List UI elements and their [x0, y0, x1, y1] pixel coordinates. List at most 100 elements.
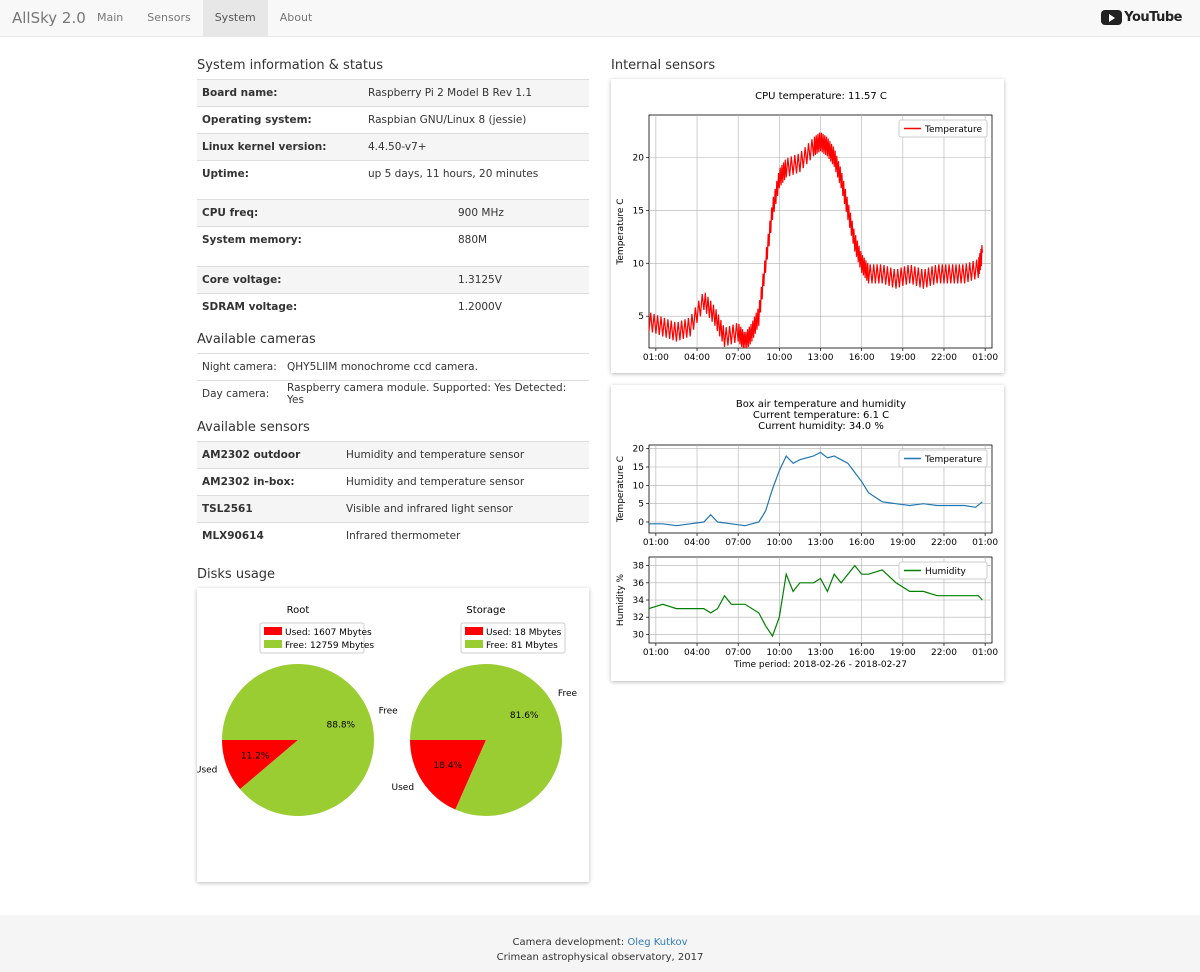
pie-slice-label: Used — [392, 783, 415, 793]
y-tick-label: 5 — [638, 312, 644, 322]
cpu-table: CPU freq: 900 MHz System memory: 880M — [197, 199, 589, 253]
legend-label: Temperature — [924, 125, 982, 135]
x-tick-label: 22:00 — [931, 353, 957, 363]
cpu-freq-value: 900 MHz — [453, 199, 589, 227]
x-tick-label: 04:00 — [684, 648, 710, 658]
x-tick-label: 16:00 — [849, 538, 875, 548]
y-tick-label: 15 — [633, 206, 644, 216]
x-tick-label: 19:00 — [890, 353, 916, 363]
y-tick-label: 20 — [633, 445, 645, 455]
y-axis-label: Temperature C — [616, 198, 626, 265]
kernel-label: Linux kernel version: — [197, 133, 363, 161]
cpu-freq-label: CPU freq: — [197, 199, 453, 227]
cpu-temp-chart: CPU temperature: 11.57 C 01:00 04:00 07:00 1… — [616, 91, 998, 363]
chart-title: CPU temperature: 11.57 C — [755, 91, 887, 102]
plot-area: 01:00 04:00 07:00 10:00 13:00 16:00 19:00 22:00… — [616, 444, 998, 548]
plot-area: 01:00 04:00 07:00 10:00 13:00 16:00 19:00 22:00… — [616, 556, 998, 670]
board-name-value: Raspberry Pi 2 Model B Rev 1.1 — [363, 79, 589, 107]
legend-frame — [898, 449, 988, 468]
pie-slice-label: Free — [379, 706, 399, 716]
sensor-desc: Humidity and temperature sensor — [341, 468, 589, 496]
sensor-name: TSL2561 — [197, 495, 341, 523]
y-axis-label: Temperature C — [616, 456, 626, 523]
table-row: System memory: 880M — [197, 226, 589, 253]
youtube-label: YouTube — [1124, 10, 1182, 25]
footer-line-1: Camera development: Oleg Kutkov — [512, 937, 688, 948]
x-tick-label: 10:00 — [766, 648, 792, 658]
x-tick-label: 01:00 — [972, 648, 998, 658]
pie-pct-label: 81.6% — [510, 711, 539, 721]
pie-slice — [410, 740, 486, 810]
table-row: CPU freq: 900 MHz — [197, 199, 589, 227]
x-axis-label: Time period: 2018-02-26 - 2018-02-27 — [733, 660, 907, 670]
uptime-value: up 5 days, 11 hours, 20 minutes — [363, 160, 589, 187]
x-tick-label: 07:00 — [725, 538, 751, 548]
x-tick-label: 01:00 — [643, 648, 669, 658]
navbar: AllSky 2.0 Main Sensors System About You… — [0, 0, 1200, 37]
y-axis-label: Humidity % — [616, 573, 626, 626]
sdram-voltage-label: SDRAM voltage: — [197, 293, 453, 320]
os-label: Operating system: — [197, 106, 363, 134]
legend-frame — [460, 622, 566, 654]
y-tick-label: 38 — [633, 562, 645, 572]
legend-swatch — [264, 640, 282, 648]
y-tick-label: 20 — [633, 153, 645, 163]
table-row: Linux kernel version: 4.4.50-v7+ — [197, 133, 589, 161]
nav-item-main[interactable]: Main — [97, 11, 124, 24]
chart-title: Box air temperature and humidity — [736, 399, 906, 410]
x-tick-label: 19:00 — [890, 648, 916, 658]
legend-label: Humidity — [925, 567, 966, 577]
core-voltage-label: Core voltage: — [197, 266, 453, 294]
sensor-desc: Humidity and temperature sensor — [341, 441, 589, 469]
x-tick-label: 01:00 — [972, 538, 998, 548]
box-air-panel: Box air temperature and humidity Current … — [611, 385, 1004, 681]
sensors-table: AM2302 outdoor Humidity and temperature s… — [197, 441, 589, 549]
x-tick-label: 16:00 — [849, 648, 875, 658]
memory-value: 880M — [453, 226, 589, 253]
pie-title: Root — [287, 605, 310, 616]
brand[interactable]: AllSky 2.0 — [12, 9, 86, 27]
day-camera-label: Day camera: — [197, 380, 282, 407]
footer: Camera development: Oleg Kutkov Crimean … — [0, 915, 1200, 972]
kernel-value: 4.4.50-v7+ — [363, 133, 589, 161]
x-tick-label: 01:00 — [643, 538, 669, 548]
system-info-title: System information & status — [197, 58, 383, 73]
nav-menu: Main Sensors System About — [85, 0, 324, 36]
sensor-name: MLX90614 — [197, 522, 341, 549]
pie-pct-label: 18.4% — [434, 761, 463, 771]
os-value: Raspbian GNU/Linux 8 (jessie) — [363, 106, 589, 134]
table-row: AM2302 outdoor Humidity and temperature s… — [197, 441, 589, 469]
cameras-title: Available cameras — [197, 332, 316, 347]
x-tick-label: 13:00 — [808, 648, 834, 658]
table-row: Night camera: QHY5LIIM monochrome ccd cam… — [197, 353, 589, 381]
y-tick-label: 10 — [633, 259, 645, 269]
author-link[interactable]: Oleg Kutkov — [627, 937, 688, 948]
y-tick-label: 34 — [633, 596, 645, 606]
nav-item-about[interactable]: About — [279, 11, 313, 24]
table-row: TSL2561 Visible and infrared light sensor — [197, 495, 589, 523]
sensors-title: Available sensors — [197, 420, 310, 435]
nav-item-system[interactable]: System — [202, 0, 268, 36]
x-tick-label: 22:00 — [931, 538, 957, 548]
table-row: Day camera: Raspberry camera module. Supp… — [197, 380, 589, 407]
legend-label: Used: 18 Mbytes — [486, 628, 562, 638]
pie-pct-label: 11.2% — [241, 752, 270, 762]
pie-slice-label: Free — [558, 689, 578, 699]
sensor-desc: Visible and infrared light sensor — [341, 495, 589, 523]
legend-swatch — [264, 627, 282, 635]
legend-label: Used: 1607 Mbytes — [285, 628, 372, 638]
legend-swatch — [465, 640, 483, 648]
box-air-chart: Box air temperature and humidityCurrent … — [616, 399, 998, 670]
legend-label: Free: 81 Mbytes — [486, 641, 558, 651]
pie-pct-label: 88.8% — [327, 720, 356, 730]
youtube-link[interactable]: YouTube — [1101, 10, 1182, 25]
uptime-label: Uptime: — [197, 160, 363, 187]
pie-slice — [222, 664, 374, 816]
x-tick-label: 16:00 — [849, 353, 875, 363]
legend-label: Free: 12759 Mbytes — [285, 641, 374, 651]
night-camera-value: QHY5LIIM monochrome ccd camera. — [282, 353, 589, 381]
series-line — [649, 451, 983, 527]
nav-item-sensors[interactable]: Sensors — [147, 11, 191, 24]
chart-subtitle: Current temperature: 6.1 C — [753, 410, 889, 421]
x-tick-label: 04:00 — [684, 538, 710, 548]
